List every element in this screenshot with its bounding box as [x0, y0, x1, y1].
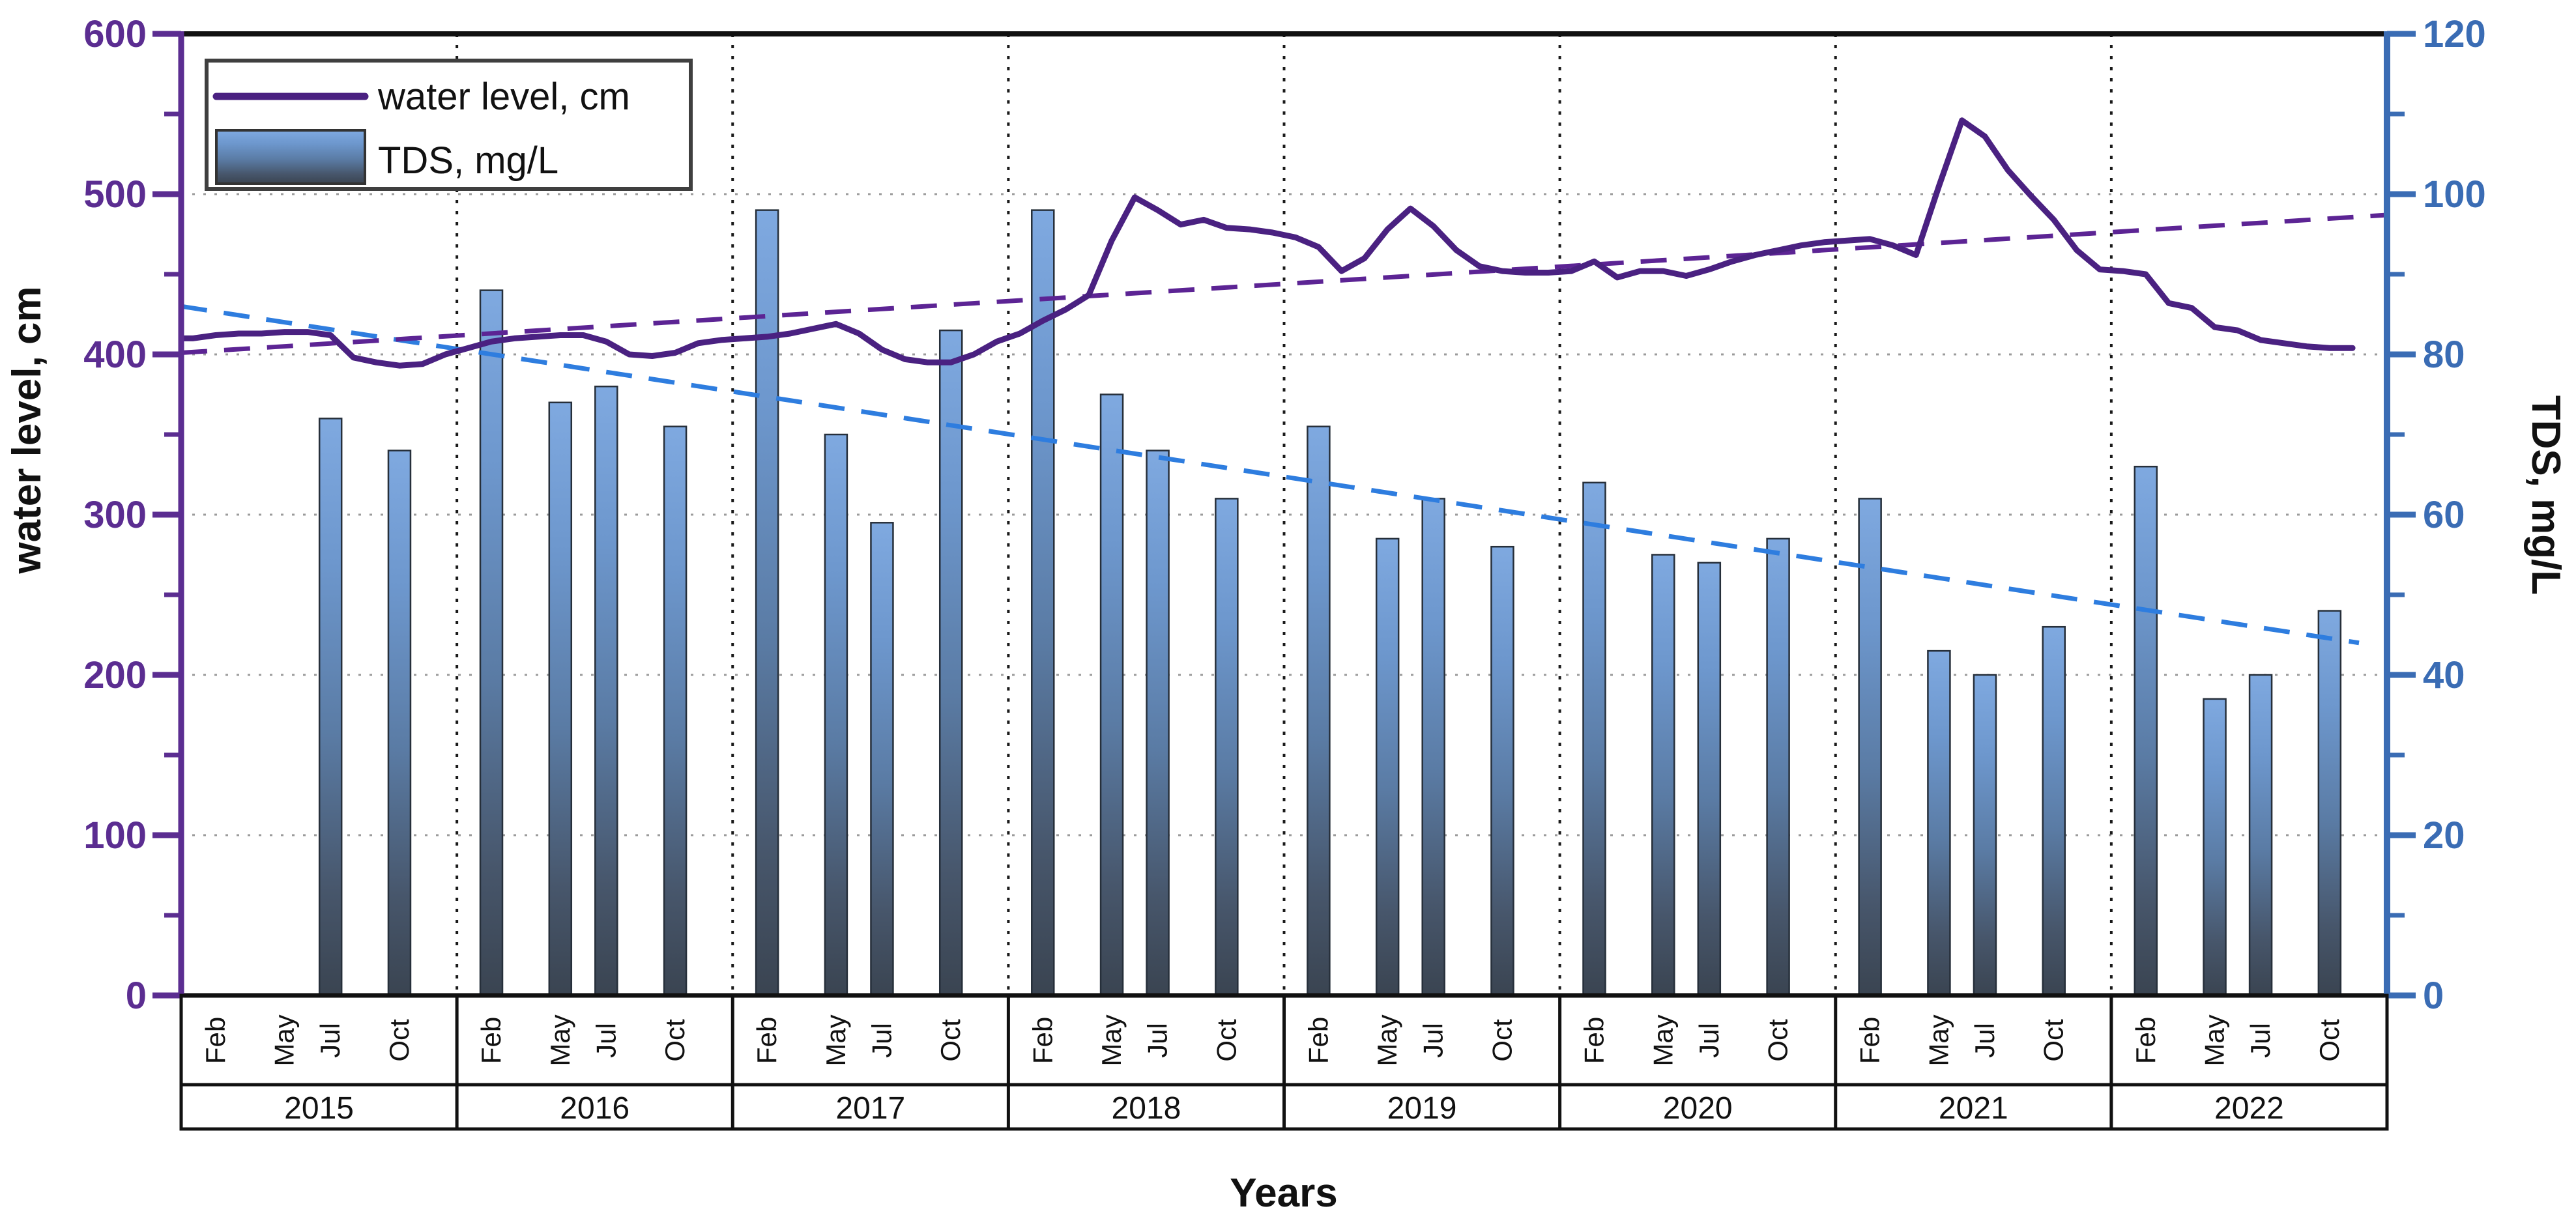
left-tick-label: 200	[83, 654, 147, 696]
year-label-2016: 2016	[560, 1091, 630, 1126]
tds-bar-2019-Oct	[1490, 545, 1514, 997]
tds-bar-2017-Oct	[938, 329, 963, 997]
year-label-2019: 2019	[1387, 1091, 1457, 1126]
tds-bar-2017-Jul	[870, 522, 894, 997]
tds-bar-2020-May	[1651, 554, 1675, 997]
right-axis-title: TDS, mg/L	[2523, 395, 2568, 595]
tds-bar-2016-Feb	[479, 289, 504, 997]
month-label-2016-May: May	[545, 1014, 575, 1066]
tds-bar-2021-Feb	[1858, 498, 1882, 997]
month-label-2018-Jul: Jul	[1142, 1023, 1173, 1058]
month-label-2016-Jul: Jul	[590, 1023, 621, 1058]
legend-label-tds: TDS, mg/L	[378, 139, 558, 182]
month-label-2016-Feb: Feb	[476, 1017, 506, 1064]
x-axis-title: Years	[1230, 1171, 1338, 1216]
left-tick-label: 400	[83, 334, 147, 376]
tds-trend-line	[181, 304, 2360, 646]
tds-bar-2016-Oct	[663, 425, 687, 997]
month-label-2019-Feb: Feb	[1303, 1017, 1333, 1064]
month-label-2019-Oct: Oct	[1487, 1019, 1518, 1062]
tds-bar-2015-Oct	[387, 450, 412, 997]
month-label-2021-Oct: Oct	[2038, 1019, 2069, 1062]
legend-label-water-level: water level, cm	[377, 76, 630, 118]
year-label-2021: 2021	[1939, 1091, 2008, 1126]
tds-bar-2022-Feb	[2134, 465, 2158, 997]
left-axis-title: water level, cm	[5, 286, 50, 574]
right-tick-label: 60	[2423, 494, 2465, 536]
tds-bar-2021-Oct	[2042, 625, 2066, 997]
right-tick-label: 0	[2423, 975, 2444, 1017]
month-label-2021-May: May	[1923, 1014, 1954, 1066]
right-tick-label: 100	[2423, 173, 2486, 216]
year-label-2017: 2017	[835, 1091, 905, 1126]
month-label-2018-May: May	[1096, 1014, 1127, 1066]
month-label-2020-May: May	[1647, 1014, 1678, 1066]
tds-bar-2015-Jul	[318, 418, 343, 997]
year-label-2022: 2022	[2214, 1091, 2284, 1126]
left-tick-label: 0	[126, 975, 147, 1017]
right-tick-label: 40	[2423, 654, 2465, 696]
water-level-trend-line	[181, 212, 2388, 356]
left-tick-label: 300	[83, 494, 147, 536]
left-tick-label: 600	[83, 13, 147, 55]
tds-bar-2018-Oct	[1215, 498, 1239, 997]
tds-bar-2019-Feb	[1307, 425, 1331, 997]
tds-bar-2021-May	[1927, 650, 1951, 997]
month-label-2015-Oct: Oct	[384, 1019, 414, 1062]
tds-bar-2022-May	[2203, 698, 2227, 997]
month-label-2021-Jul: Jul	[1969, 1023, 2000, 1058]
tds-bar-2018-May	[1099, 393, 1124, 997]
month-label-2021-Feb: Feb	[1855, 1017, 1885, 1064]
month-label-2015-Jul: Jul	[315, 1023, 345, 1058]
legend: water level, cm TDS, mg/L	[205, 59, 693, 191]
month-label-2022-May: May	[2199, 1014, 2230, 1066]
month-label-2017-Feb: Feb	[751, 1017, 782, 1064]
tds-bar-2018-Feb	[1031, 209, 1055, 997]
tds-bar-2020-Feb	[1582, 481, 1606, 997]
month-label-2020-Oct: Oct	[1763, 1019, 1793, 1062]
month-label-2022-Oct: Oct	[2314, 1019, 2345, 1062]
month-label-2020-Jul: Jul	[1694, 1023, 1724, 1058]
month-label-2018-Feb: Feb	[1027, 1017, 1058, 1064]
month-label-2020-Feb: Feb	[1579, 1017, 1610, 1064]
month-label-2017-Jul: Jul	[866, 1023, 897, 1058]
right-tick-label: 120	[2423, 13, 2486, 55]
tds-bar-2017-Feb	[755, 209, 779, 997]
year-label-2020: 2020	[1663, 1091, 1733, 1126]
month-label-2018-Oct: Oct	[1211, 1019, 1241, 1062]
month-label-2022-Jul: Jul	[2245, 1023, 2276, 1058]
tds-bar-2020-Oct	[1766, 537, 1790, 997]
month-label-2019-May: May	[1372, 1014, 1402, 1066]
right-tick-label: 20	[2423, 814, 2465, 857]
month-label-2017-Oct: Oct	[935, 1019, 966, 1062]
tds-bar-2018-Jul	[1146, 450, 1170, 997]
tds-bar-2016-May	[548, 401, 573, 997]
tds-bar-2022-Oct	[2317, 610, 2342, 997]
month-label-2016-Oct: Oct	[659, 1019, 690, 1062]
tds-bar-2022-Jul	[2248, 674, 2273, 997]
tds-bar-2016-Jul	[594, 385, 618, 997]
tds-bar-2019-May	[1375, 537, 1400, 997]
left-tick-label: 500	[83, 173, 147, 216]
month-label-2022-Feb: Feb	[2130, 1017, 2161, 1064]
tds-bar-2019-Jul	[1421, 498, 1445, 997]
month-label-2015-May: May	[269, 1014, 300, 1066]
left-tick-label: 100	[83, 814, 147, 857]
tds-bar-2020-Jul	[1697, 562, 1722, 997]
right-tick-label: 80	[2423, 334, 2465, 376]
tds-bar-2021-Jul	[1973, 674, 1997, 997]
year-label-2018: 2018	[1112, 1091, 1181, 1126]
year-label-2015: 2015	[284, 1091, 354, 1126]
water-level-line	[178, 117, 2356, 369]
month-label-2015-Feb: Feb	[200, 1017, 231, 1064]
tds-bar-2017-May	[824, 433, 848, 997]
month-label-2019-Jul: Jul	[1418, 1023, 1449, 1058]
month-label-2017-May: May	[820, 1014, 851, 1066]
legend-bar-swatch	[215, 129, 366, 185]
